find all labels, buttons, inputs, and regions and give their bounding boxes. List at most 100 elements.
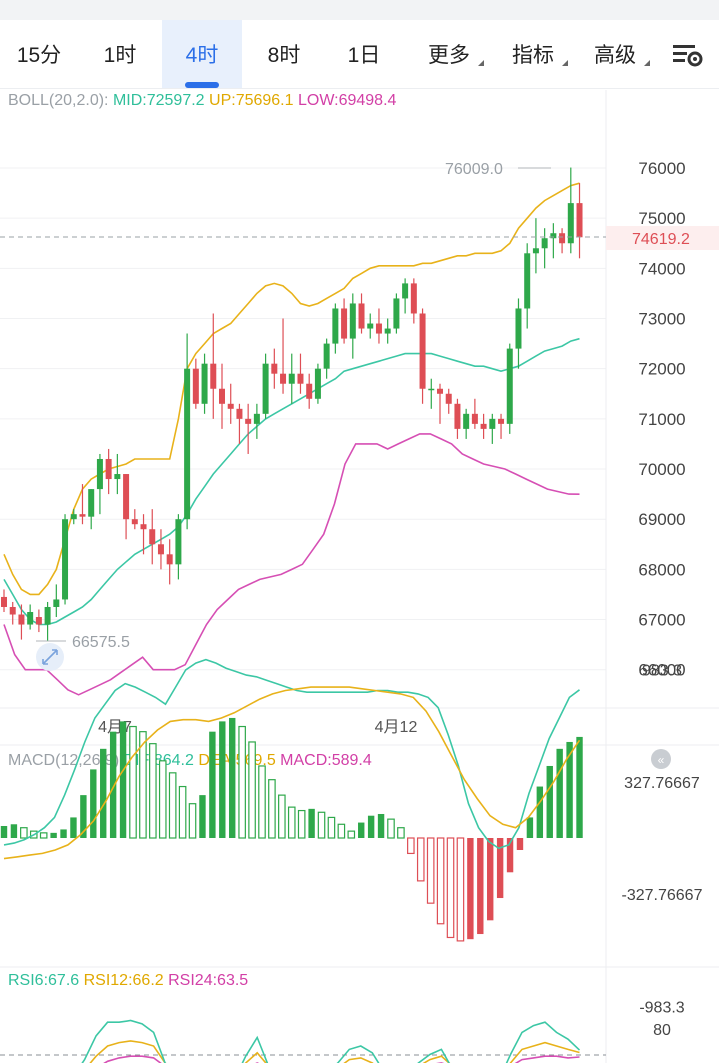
- macd-histogram-bar: [10, 824, 18, 838]
- candle-body: [541, 238, 548, 249]
- tabs-divider: [0, 88, 719, 89]
- macd-histogram-bar: [516, 838, 524, 851]
- status-strip: [0, 0, 719, 20]
- macd-histogram-bar: [397, 827, 405, 839]
- macd-label: MACD(12,26,9): [8, 752, 120, 769]
- tab-1d[interactable]: 1日: [326, 20, 402, 88]
- macd-histogram-bar: [168, 772, 177, 839]
- macd-histogram-bar: [248, 741, 256, 839]
- candle-body: [341, 308, 348, 339]
- macd-histogram-bar: [0, 825, 8, 838]
- candle-body: [166, 554, 173, 565]
- candle-body: [227, 403, 234, 409]
- tab-4h[interactable]: 4时: [162, 20, 242, 88]
- candle-body: [506, 348, 513, 424]
- macd-histogram-bar: [199, 795, 206, 838]
- macd-histogram-bar: [387, 818, 395, 839]
- tab-advanced-dropdown[interactable]: 高级: [578, 20, 652, 88]
- candle-body: [280, 373, 287, 384]
- tab-1h[interactable]: 1时: [80, 20, 160, 88]
- macd-histogram-bar: [426, 837, 435, 904]
- tab-indicators-dropdown[interactable]: 指标: [496, 20, 570, 88]
- macd-histogram-bar: [188, 803, 197, 839]
- tab-label: 15分: [16, 44, 62, 67]
- macd-dif-line: [3, 658, 580, 850]
- candle-body: [471, 413, 478, 424]
- candle-body: [149, 529, 156, 545]
- price-tick-label: 72000: [638, 360, 685, 379]
- boll-low: LOW:69498.4: [297, 92, 397, 109]
- macd-collapse-button[interactable]: «: [651, 749, 671, 769]
- macd-histogram-bar: [546, 765, 553, 838]
- candle-body: [192, 368, 199, 404]
- candle-body: [524, 253, 531, 309]
- tab-label: 指标: [512, 44, 554, 67]
- macd-dea-line: [3, 686, 581, 860]
- candle-body: [201, 363, 208, 404]
- price-tick-label: 75000: [638, 209, 685, 228]
- dropdown-arrow-icon: [644, 60, 650, 66]
- candle-body: [262, 363, 269, 414]
- macd-histogram-bar: [536, 786, 544, 838]
- candle-body: [367, 323, 374, 329]
- price-tick-label: 71000: [638, 410, 685, 429]
- tab-8h[interactable]: 8时: [244, 20, 324, 88]
- tab-15min[interactable]: 15分: [0, 20, 78, 88]
- macd-histogram-bar: [70, 817, 77, 838]
- candle-body: [358, 303, 365, 329]
- macd-histogram-bar: [278, 794, 286, 839]
- price-tick-label: 76000: [638, 159, 685, 178]
- macd-histogram-bar: [487, 838, 494, 921]
- candle-body: [306, 383, 313, 399]
- interval-tabs: 15分 1时 4时 8时 1日 更多 指标 高级: [0, 20, 719, 88]
- macd-tick-label: 983.3: [642, 662, 682, 679]
- chart-grid: [0, 90, 719, 1063]
- macd-histogram-bar: [209, 731, 216, 838]
- candle-body: [1, 596, 7, 607]
- candle-body: [245, 418, 252, 424]
- macd-histogram-bar: [407, 837, 415, 855]
- macd-histogram-bar: [506, 838, 514, 873]
- candle-body: [559, 233, 566, 244]
- candle-body: [332, 308, 339, 344]
- macd-histogram-bar: [100, 748, 107, 838]
- macd-histogram-bar: [416, 837, 425, 882]
- macd-tick-label: -983.3: [639, 1000, 684, 1017]
- macd-histogram-bar: [358, 822, 365, 838]
- candle-body: [271, 363, 278, 374]
- chart-settings-button[interactable]: [662, 20, 712, 88]
- macd-histogram-bar: [526, 817, 534, 838]
- date-label: 4月12: [375, 719, 418, 736]
- macd-histogram-bar: [327, 816, 336, 839]
- candle-body: [567, 203, 574, 244]
- candle-body: [463, 413, 470, 429]
- macd-histogram-bar: [219, 721, 226, 838]
- active-tab-indicator: [185, 82, 219, 88]
- rsi-tick-label: 80: [653, 1022, 671, 1039]
- price-tick-label: 66000: [638, 661, 685, 680]
- rsi-panel: 80: [0, 1019, 671, 1063]
- candle-body: [428, 388, 435, 391]
- candle-body: [140, 524, 147, 530]
- tab-label: 1日: [347, 44, 381, 67]
- rsi6-line: [81, 1019, 581, 1063]
- candle-body: [532, 248, 539, 254]
- macd-histogram-bar: [238, 725, 246, 839]
- macd-histogram-bar: [566, 741, 573, 838]
- price-axis: 76000 75000 74000 73000 72000 71000 70000 69000…: [638, 159, 685, 680]
- current-price-tag: [606, 226, 719, 250]
- macd-histogram-bar: [109, 731, 117, 838]
- macd-histogram-bar: [556, 748, 563, 838]
- expand-icon: [42, 649, 58, 665]
- macd-histogram-bar: [308, 808, 315, 838]
- tab-more-dropdown[interactable]: 更多: [412, 20, 486, 88]
- boll-lower-line: [3, 433, 580, 696]
- candle-body: [393, 298, 400, 329]
- rsi6-value: RSI6:67.6: [8, 972, 80, 989]
- macd-histogram-bar: [149, 743, 157, 839]
- candle-body: [253, 413, 260, 424]
- boll-mid: MID:72597.2: [112, 92, 205, 109]
- chart-settings-icon: [673, 45, 703, 67]
- candle-body: [410, 283, 417, 314]
